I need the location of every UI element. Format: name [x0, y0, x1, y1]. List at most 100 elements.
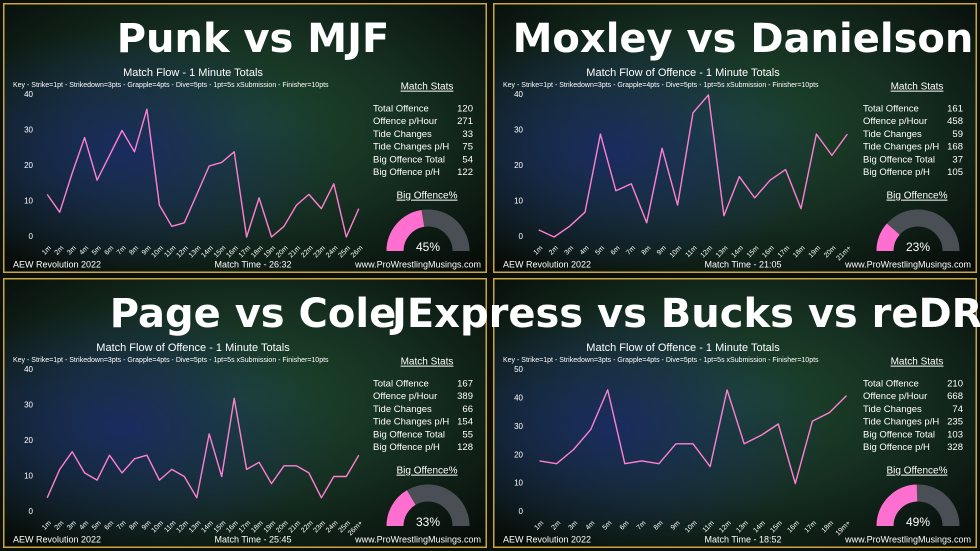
x-tick-label: 1m [41, 520, 53, 532]
x-tick-label: 8m [128, 520, 140, 532]
x-tick-label: 3m [563, 245, 575, 257]
gauge-label: 33% [416, 515, 440, 529]
key-text: Key - Strike=1pt - Strikedown=3pts - Gra… [13, 82, 329, 89]
x-tick-label: 7m [116, 520, 128, 532]
stat-label: Tide Changes p/H [863, 417, 939, 428]
stat-value: 105 [947, 167, 963, 178]
x-tick-label: 6m [610, 245, 622, 257]
chart-subtitle: Match Flow of Offence - 1 Minute Totals [586, 67, 780, 79]
y-tick-label: 0 [519, 232, 524, 241]
match-time: Match Time - 25:45 [214, 534, 291, 544]
y-tick-label: 20 [24, 436, 33, 445]
panel-border [493, 3, 977, 273]
x-tick-label: 4m [79, 245, 91, 257]
stat-label: Total Offence [863, 104, 919, 115]
y-tick-label: 40 [24, 90, 33, 99]
chart-subtitle: Match Flow - 1 Minute Totals [123, 67, 263, 79]
stat-value: 389 [457, 391, 473, 402]
y-tick-label: 0 [29, 232, 34, 241]
panel-title: Punk vs MJF [117, 16, 390, 62]
stat-label: Total Offence [373, 379, 429, 390]
x-tick-label: 5m [91, 245, 103, 257]
gauge-title: Big Offence% [887, 191, 948, 202]
panel: Page vs Cole Match Flow of Offence - 1 Mi… [3, 278, 487, 548]
y-tick-label: 20 [24, 161, 33, 170]
x-tick-label: 2m [550, 520, 562, 532]
x-tick-label: 1m [533, 245, 545, 257]
flow-line [46, 397, 360, 499]
gauge-label: 45% [416, 240, 440, 254]
x-tick-label: 9m [141, 520, 153, 532]
stat-value: 122 [457, 167, 473, 178]
match-time: Match Time - 18:52 [704, 534, 781, 544]
stat-value: 235 [947, 417, 963, 428]
stat-value: 59 [952, 129, 963, 140]
stat-label: Offence p/Hour [863, 391, 927, 402]
stat-label: Big Offence p/H [863, 442, 930, 453]
x-tick-label: 7m [625, 245, 637, 257]
stat-value: 668 [947, 391, 963, 402]
stat-label: Tide Changes [373, 404, 432, 415]
gauge-fill [876, 484, 918, 527]
x-tick-label: 7m [116, 245, 128, 257]
gauge-fill [386, 210, 425, 252]
stat-label: Big Offence Total [373, 429, 445, 440]
panel-border [3, 3, 487, 273]
stat-value: 74 [952, 404, 963, 415]
x-tick-label: 3m [66, 520, 78, 532]
site-name: www.ProWrestlingMusings.com [354, 534, 481, 544]
stat-label: Big Offence Total [373, 154, 445, 165]
x-tick-label: 8m [128, 245, 140, 257]
chart-subtitle: Match Flow of Offence - 1 Minute Totals [96, 342, 290, 354]
stat-label: Big Offence p/H [863, 167, 930, 178]
stats-title: Match Stats [891, 82, 944, 93]
event-name: AEW Revolution 2022 [503, 534, 591, 544]
stat-value: 167 [457, 379, 473, 390]
stat-value: 54 [462, 154, 473, 165]
flow-line [46, 108, 360, 238]
x-tick-label: 6m [103, 520, 115, 532]
stat-label: Big Offence p/H [373, 167, 440, 178]
gauge-label: 49% [906, 515, 930, 529]
y-tick-label: 20 [514, 450, 523, 459]
x-tick-label: 9m [141, 245, 153, 257]
match-time: Match Time - 26:32 [214, 259, 291, 269]
stat-label: Tide Changes [373, 129, 432, 140]
panel: JExpress vs Bucks vs reDRagon Match Flow … [389, 278, 980, 548]
panel-border [493, 278, 977, 548]
x-tick-label: 9m [656, 245, 668, 257]
y-tick-label: 30 [514, 422, 523, 431]
key-text: Key - Strike=1pt - Strikedown=3pts - Gra… [503, 82, 819, 89]
stat-value: 154 [457, 417, 473, 428]
stat-label: Tide Changes [863, 129, 922, 140]
stat-value: 120 [457, 104, 473, 115]
stat-value: 458 [947, 116, 963, 127]
panel-border [3, 278, 487, 548]
x-tick-label: 6m [103, 245, 115, 257]
stat-label: Tide Changes [863, 404, 922, 415]
stat-label: Tide Changes p/H [373, 417, 449, 428]
x-tick-label: 5m [602, 520, 614, 532]
site-name: www.ProWrestlingMusings.com [354, 259, 481, 269]
stat-label: Offence p/Hour [373, 391, 437, 402]
gauge-title: Big Offence% [397, 466, 458, 477]
event-name: AEW Revolution 2022 [13, 259, 101, 269]
x-tick-label: 2m [54, 245, 66, 257]
stats-title: Match Stats [401, 82, 454, 93]
x-tick-label: 2m [54, 520, 66, 532]
x-tick-label: 3m [66, 245, 78, 257]
x-tick-label: 4m [585, 520, 597, 532]
x-tick-label: 5m [594, 245, 606, 257]
y-tick-label: 30 [24, 126, 33, 135]
x-tick-label: 7m [636, 520, 648, 532]
stats-title: Match Stats [891, 357, 944, 368]
site-name: www.ProWrestlingMusings.com [844, 534, 971, 544]
stat-value: 55 [462, 429, 473, 440]
stat-label: Tide Changes p/H [373, 142, 449, 153]
gauge-title: Big Offence% [397, 191, 458, 202]
match-time: Match Time - 21:05 [704, 259, 781, 269]
y-tick-label: 10 [514, 479, 523, 488]
stat-value: 328 [947, 442, 963, 453]
y-tick-label: 30 [24, 401, 33, 410]
stat-label: Total Offence [863, 379, 919, 390]
